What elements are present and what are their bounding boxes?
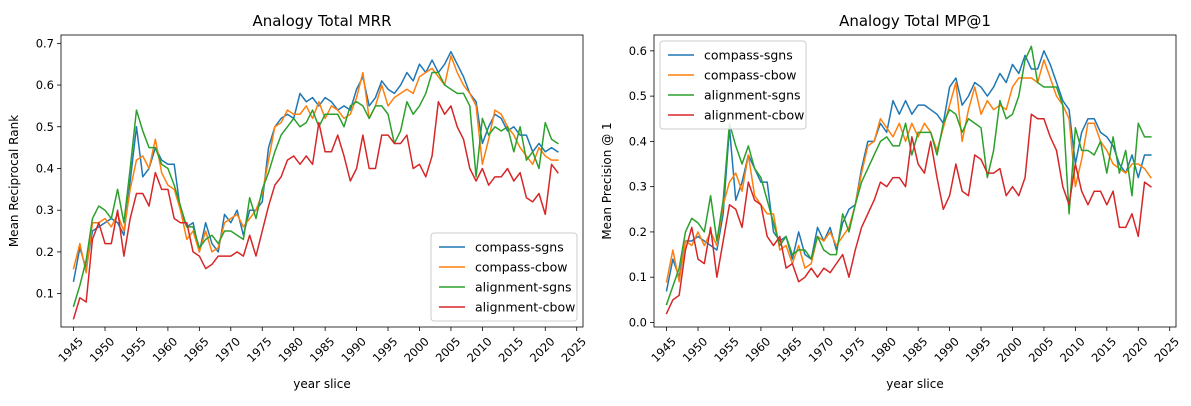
legend-label: alignment-sgns <box>475 280 572 295</box>
series-line-compass-cbow <box>72 55 559 274</box>
x-tick-label: 2000 <box>994 334 1025 365</box>
x-tick-label: 1985 <box>900 334 931 365</box>
x-tick-label: 2025 <box>1151 334 1182 365</box>
x-tick-label: 2010 <box>1057 334 1088 365</box>
x-tick-label: 1995 <box>370 334 401 365</box>
legend-label: alignment-sgns <box>704 88 801 103</box>
x-tick-label: 2010 <box>464 334 495 365</box>
x-tick-label: 2000 <box>401 334 432 365</box>
x-tick-label: 1960 <box>743 334 774 365</box>
x-tick-label: 1950 <box>680 334 711 365</box>
y-tick-label: 0.4 <box>36 161 54 175</box>
y-tick-label: 0.5 <box>629 89 647 103</box>
series-line-alignment-cbow <box>72 100 559 320</box>
legend-label: compass-sgns <box>704 48 793 63</box>
legend-box <box>659 40 807 130</box>
chart-1: 1945 1950 1955 1960 1965 1970 1975 1980 1985 1990… <box>7 12 589 391</box>
plot-frame <box>60 34 584 328</box>
x-tick-label: 1970 <box>806 334 837 365</box>
x-tick-label: 2005 <box>433 334 464 365</box>
y-tick-label: 0.3 <box>629 180 647 194</box>
x-tick-label: 1955 <box>118 334 149 365</box>
x-tick-label: 1965 <box>181 334 212 365</box>
legend-label: compass-cbow <box>704 68 797 83</box>
x-tick-label: 1995 <box>963 334 994 365</box>
x-tick-label: 1965 <box>774 334 805 365</box>
y-tick-label: 0.2 <box>36 245 54 259</box>
x-tick-label: 1960 <box>150 334 181 365</box>
legend: compass-sgns compass-cbow alignment-sgns al… <box>659 40 807 130</box>
y-axis-label: Mean Precision @ 1 <box>600 122 614 239</box>
x-axis-label: year slice <box>293 377 351 391</box>
x-tick-label: 1950 <box>87 334 118 365</box>
series-lines <box>665 45 1152 315</box>
legend-label: compass-sgns <box>475 240 564 255</box>
x-tick-label: 1955 <box>711 334 742 365</box>
y-tick-label: 0.5 <box>36 120 54 134</box>
x-tick-label: 2020 <box>1120 334 1151 365</box>
series-line-alignment-cbow <box>665 113 1152 315</box>
x-tick-label: 1990 <box>338 334 369 365</box>
y-tick-label: 0.4 <box>629 134 647 148</box>
series-line-compass-cbow <box>665 59 1152 283</box>
chart-title: Analogy Total MRR <box>252 12 391 30</box>
x-tick-label: 2015 <box>1089 334 1120 365</box>
x-tick-label: 1970 <box>213 334 244 365</box>
chart-title: Analogy Total MP@1 <box>839 12 991 30</box>
x-tick-label: 1985 <box>307 334 338 365</box>
x-tick-label: 2005 <box>1026 334 1057 365</box>
x-tick-label: 1980 <box>868 334 899 365</box>
x-tick-label: 2025 <box>558 334 589 365</box>
x-tick-label: 1975 <box>837 334 868 365</box>
y-tick-label: 0.1 <box>36 287 54 301</box>
series-line-alignment-sgns <box>72 71 559 308</box>
x-tick-label: 1945 <box>648 334 679 365</box>
legend-label: alignment-cbow <box>704 108 804 123</box>
x-tick-label: 1945 <box>55 334 86 365</box>
y-tick-label: 0.7 <box>36 36 54 50</box>
legend-label: compass-cbow <box>475 260 568 275</box>
y-tick-label: 0.2 <box>629 225 647 239</box>
x-tick-label: 2020 <box>527 334 558 365</box>
legend: compass-sgns compass-cbow alignment-sgns al… <box>430 232 578 322</box>
chart-2: 1945 1950 1955 1960 1965 1970 1975 1980 1985 1990… <box>600 12 1182 391</box>
y-tick-label: 0.0 <box>629 315 647 329</box>
x-axis-label: year slice <box>886 377 944 391</box>
y-tick-label: 0.1 <box>629 270 647 284</box>
plot-frame <box>653 34 1177 328</box>
y-tick-label: 0.3 <box>36 203 54 217</box>
y-tick-label: 0.6 <box>629 44 647 58</box>
legend-label: alignment-cbow <box>475 300 575 315</box>
x-tick-label: 2015 <box>496 334 527 365</box>
legend-box <box>430 232 578 322</box>
series-lines <box>72 50 559 320</box>
x-tick-label: 1980 <box>275 334 306 365</box>
y-tick-label: 0.6 <box>36 78 54 92</box>
x-tick-label: 1975 <box>244 334 275 365</box>
x-tick-label: 1990 <box>931 334 962 365</box>
y-axis-label: Mean Reciprocal Rank <box>7 115 21 247</box>
